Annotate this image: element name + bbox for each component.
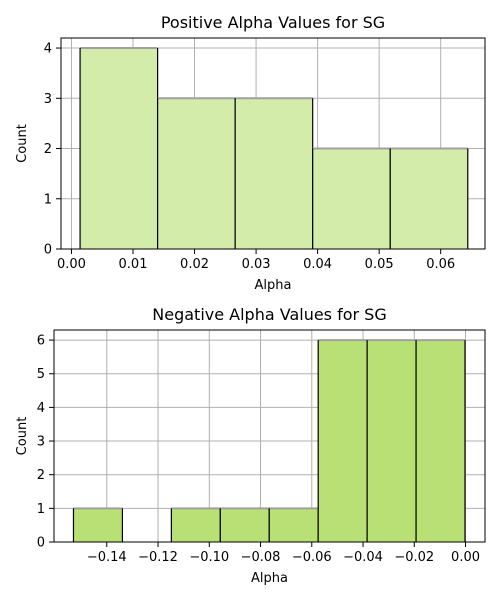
- y-tick-label: 4: [37, 401, 45, 416]
- x-tick-label: 0.03: [242, 257, 271, 272]
- y-tick-label: 4: [44, 42, 52, 57]
- chart-positive: 0.00 0.01 0.02 0.03 0.04 0.05 0.06 0 1 2 3 4 Positiv…: [15, 13, 486, 293]
- y-tick-label: 3: [37, 435, 45, 450]
- x-tick-label: 0.00: [451, 550, 480, 565]
- y-tick-label: 0: [44, 243, 52, 258]
- y-axis-label: Count: [15, 417, 30, 456]
- histogram-bar: [220, 508, 270, 542]
- y-axis-label: Count: [15, 124, 30, 163]
- x-tick-label: 0.02: [180, 257, 209, 272]
- x-tick-label: 0.00: [57, 257, 86, 272]
- x-tick-label: −0.10: [189, 550, 229, 565]
- histogram-bar: [312, 148, 391, 249]
- histogram-bar: [416, 340, 466, 542]
- x-axis-label: Alpha: [251, 571, 288, 586]
- x-tick-label: 0.05: [365, 257, 394, 272]
- y-tick-label: 6: [37, 334, 45, 349]
- y-tick-label: 0: [37, 536, 45, 551]
- x-tick-label: 0.01: [119, 257, 148, 272]
- x-axis-label: Alpha: [255, 278, 292, 293]
- x-tick-label: 0.06: [426, 257, 455, 272]
- histogram-bar: [157, 98, 236, 250]
- x-tick-label: −0.04: [343, 550, 383, 565]
- x-tick-label: −0.02: [394, 550, 434, 565]
- y-tick-label: 2: [37, 468, 45, 483]
- chart-title: Negative Alpha Values for SG: [152, 305, 386, 324]
- histogram-bar: [318, 340, 368, 542]
- x-tick-label: −0.12: [138, 550, 178, 565]
- histogram-bar: [367, 340, 417, 542]
- histogram-bar: [390, 148, 468, 249]
- chart-negative: −0.14 −0.12 −0.10 −0.08 −0.06 −0.04 −0.02 0.00 0…: [15, 305, 486, 586]
- histogram-bar: [235, 98, 313, 250]
- histogram-bar: [73, 508, 123, 542]
- x-tick-label: −0.14: [87, 550, 127, 565]
- histogram-bar: [80, 48, 158, 249]
- x-tick-label: −0.06: [292, 550, 332, 565]
- histogram-bar: [269, 508, 319, 542]
- y-tick-label: 1: [37, 502, 45, 517]
- y-tick-label: 1: [44, 192, 52, 207]
- y-tick-label: 5: [37, 367, 45, 382]
- histogram-bar: [171, 508, 221, 542]
- y-tick-label: 3: [44, 92, 52, 107]
- chart-title: Positive Alpha Values for SG: [161, 13, 385, 32]
- x-tick-label: −0.08: [241, 550, 281, 565]
- x-tick-label: 0.04: [303, 257, 332, 272]
- y-tick-label: 2: [44, 142, 52, 157]
- plot-frame: [53, 329, 486, 543]
- plot-frame: [60, 37, 486, 250]
